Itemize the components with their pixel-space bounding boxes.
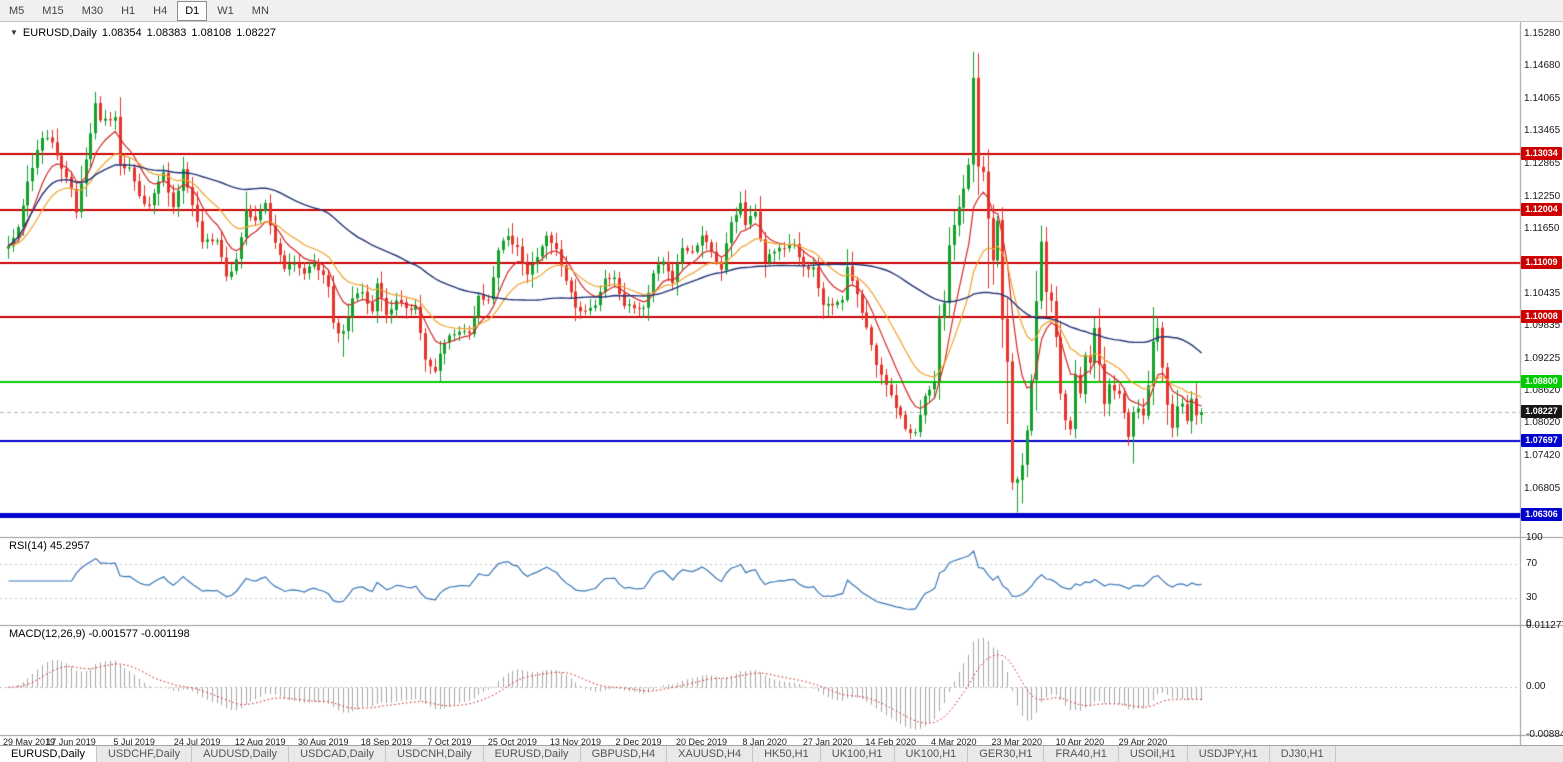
chart-header: ▼ EURUSD,Daily 1.08354 1.08383 1.08108 1.0822… [10,27,281,39]
ohlc-close: 1.08227 [236,27,276,39]
chart-tab-uk100-h1-10[interactable]: UK100,H1 [895,746,969,762]
timeframe-button-mn[interactable]: MN [251,4,269,17]
timeframe-button-w1[interactable]: W1 [217,4,234,17]
timeframe-button-m30[interactable]: M30 [81,4,104,17]
chart-tab-fra40-h1-12[interactable]: FRA40,H1 [1044,746,1119,762]
chart-tab-xauusd-h4-7[interactable]: XAUUSD,H4 [667,746,754,762]
chart-tab-gbpusd-h4-6[interactable]: GBPUSD,H4 [581,746,668,762]
chart-tab-uk100-h1-9[interactable]: UK100,H1 [821,746,895,762]
symbol-dropdown-icon: ▼ [10,28,18,37]
chart-tab-hk50-h1-8[interactable]: HK50,H1 [753,746,821,762]
chart-tab-usoil-h1-13[interactable]: USOil,H1 [1119,746,1188,762]
ohlc-low: 1.08108 [191,27,232,39]
chart-tab-usdcnh-daily-4[interactable]: USDCNH,Daily [386,746,484,762]
chart-tab-eurusd-daily-0[interactable]: EURUSD,Daily [0,746,97,762]
ohlc-open: 1.08354 [101,27,142,39]
rsi-indicator-label: RSI(14) 45.2957 [9,540,90,552]
ohlc-high: 1.08383 [146,27,187,39]
chart-tab-ger30-h1-11[interactable]: GER30,H1 [968,746,1045,762]
timeframe-button-m15[interactable]: M15 [42,4,64,17]
timeframe-toolbar: M5 M15 M30 H1 H4 D1 W1 MN [0,0,1563,22]
chart-tabbar: EURUSD,Daily USDCHF,Daily AUDUSD,Daily USDC… [0,745,1563,762]
macd-indicator-label: MACD(12,26,9) -0.001577 -0.001198 [9,628,190,640]
timeframe-button-m5[interactable]: M5 [9,4,25,17]
chart-canvas[interactable] [0,22,1563,746]
chart-tab-dj30-h1-15[interactable]: DJ30,H1 [1270,746,1336,762]
chart-tab-usdchf-daily-1[interactable]: USDCHF,Daily [97,746,193,762]
timeframe-button-h4[interactable]: H4 [153,4,168,17]
chart-tab-audusd-daily-2[interactable]: AUDUSD,Daily [192,746,290,762]
chart-tab-usdjpy-h1-14[interactable]: USDJPY,H1 [1188,746,1270,762]
chart-tab-eurusd-daily-5[interactable]: EURUSD,Daily [484,746,581,762]
chart-tab-usdcad-daily-3[interactable]: USDCAD,Daily [289,746,387,762]
timeframe-button-d1[interactable]: D1 [177,0,208,21]
chart-symbol-label: EURUSD,Daily [22,27,97,39]
timeframe-button-h1[interactable]: H1 [121,4,136,17]
